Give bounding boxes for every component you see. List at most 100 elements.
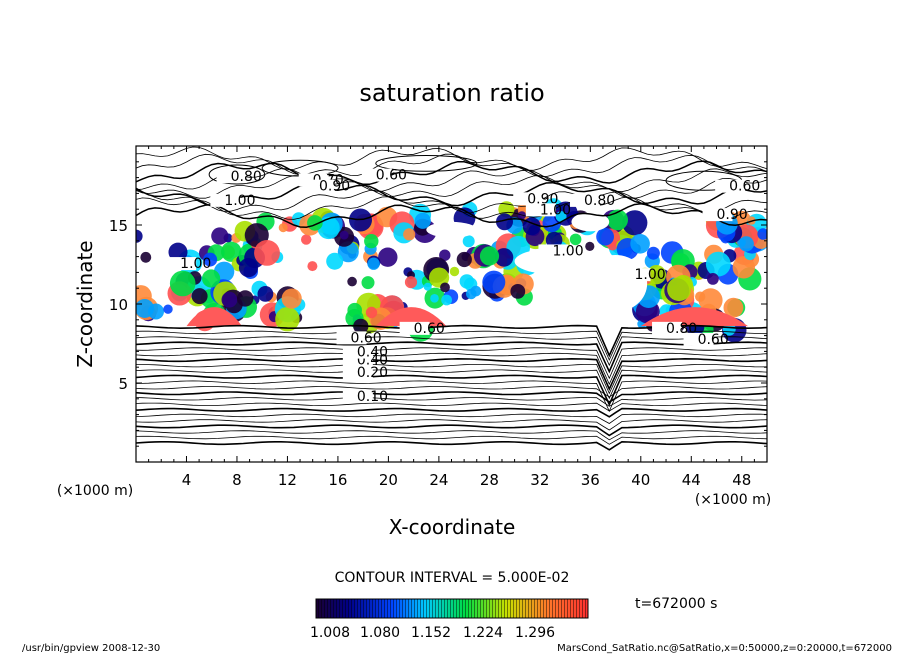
saturation-cell [326,252,344,270]
colorbar [315,598,589,619]
saturation-cell [496,213,513,231]
contour-labels: 0.100.200.400.400.600.600.800.600.800.70… [166,168,760,405]
saturation-cell [585,241,595,251]
saturation-cell [482,270,506,294]
contour-line [136,341,767,374]
contour-line [136,196,767,221]
saturation-cell [494,248,514,267]
contour-label: 0.10 [357,389,388,405]
saturation-cell [375,307,447,327]
contour-line [136,391,767,403]
contour-label-bg [342,366,373,380]
saturation-cell [622,210,648,236]
contour-label: 0.20 [357,365,388,381]
saturation-cell [237,290,254,307]
contour-line [136,189,767,214]
contour-label-bg [620,268,651,282]
saturation-cell [707,273,719,285]
colorbar-tick-label: 1.008 [310,625,350,641]
contour-label: 1.00 [634,267,665,283]
saturation-cell [518,203,528,213]
saturation-cell [470,285,482,297]
contour-label: 0.60 [376,168,407,184]
contour-label: 1.00 [540,202,571,218]
saturation-cell [757,228,767,240]
contour-label: 1.00 [552,243,583,259]
saturation-cell [364,234,379,249]
saturation-cell [317,216,340,240]
contour-label: 0.60 [414,321,445,337]
contour-line [136,352,767,386]
x-tick-label: 44 [682,471,701,489]
contour-line [136,175,767,199]
contour-label: 0.40 [357,345,388,361]
saturation-cell [136,229,143,243]
contour-label-bg [683,332,714,346]
saturation-cell [403,228,416,241]
contour-line [136,364,767,395]
contour-interval-text: CONTOUR INTERVAL = 5.000E-02 [335,570,570,586]
saturation-cell [569,233,582,246]
contour-label-bg [715,179,746,193]
x-tick-label: 16 [328,471,347,489]
contour-label-bg [216,170,247,184]
saturation-cell [479,246,500,266]
contour-label: 0.80 [666,321,697,337]
contour-line [136,153,767,178]
contour-line [136,357,767,391]
contour-label-bg [538,244,569,258]
x-tick-label: 8 [232,471,242,489]
contour-label: 0.60 [351,330,382,346]
saturation-cell [221,291,238,308]
saturation-cell [459,274,474,289]
contour-line [136,336,767,367]
x-tick-label: 20 [379,471,398,489]
plot-area: 0.100.200.400.400.600.600.800.600.800.70… [136,146,767,451]
contour-label: 0.90 [319,179,350,195]
saturation-cell [168,242,188,262]
contour-line [136,407,767,418]
contour-label: 0.60 [729,179,760,195]
y-axis-label: Z-coordinate [73,240,97,367]
time-label: t=672000 s [635,596,717,612]
y-unit-label: (×1000 m) [57,483,133,499]
contour-line [375,154,478,172]
saturation-cell [361,276,375,290]
saturation-cell [449,266,460,277]
unsaturated-gap [583,255,648,312]
saturation-cell [254,240,280,266]
saturation-cell [430,294,439,303]
y-tick-label: 5 [118,375,128,393]
unsaturated-gap [514,248,591,274]
saturation-cell [191,288,208,305]
saturation-cell [281,288,302,309]
contour-label-bg [166,257,197,271]
x-axis-label: X-coordinate [389,515,516,539]
contour-line [136,374,767,407]
colorbar-tick-label: 1.152 [411,625,451,641]
saturation-cell [163,304,173,314]
x-tick-label: 28 [480,471,499,489]
saturation-cell [275,307,300,332]
saturation-cell [238,258,259,278]
x-tick-label: 24 [429,471,448,489]
contour-line [136,181,767,207]
saturation-cell [423,282,432,291]
contour-label-bg [361,168,392,182]
contour-label-bg [702,208,733,222]
contour-line [136,386,767,398]
contour-label: 0.60 [698,332,729,348]
saturation-cell [307,261,318,272]
saturation-cell [339,230,349,240]
saturation-cell [596,227,614,246]
y-tick-label: 10 [109,296,128,314]
saturation-cell [441,294,452,306]
saturation-cell [640,307,749,327]
saturation-cell [169,270,196,297]
contour-line [136,347,767,380]
x-axis: 4 8 12 16 20 24 28 32 36 40 44 48 [148,146,755,489]
footer-right: MarsCond_SatRatio.nc@SatRatio,x=0:50000,… [557,643,892,654]
contour-label-bg [652,321,683,335]
x-tick-label: 32 [530,471,549,489]
colorbar-tick-label: 1.224 [463,625,503,641]
